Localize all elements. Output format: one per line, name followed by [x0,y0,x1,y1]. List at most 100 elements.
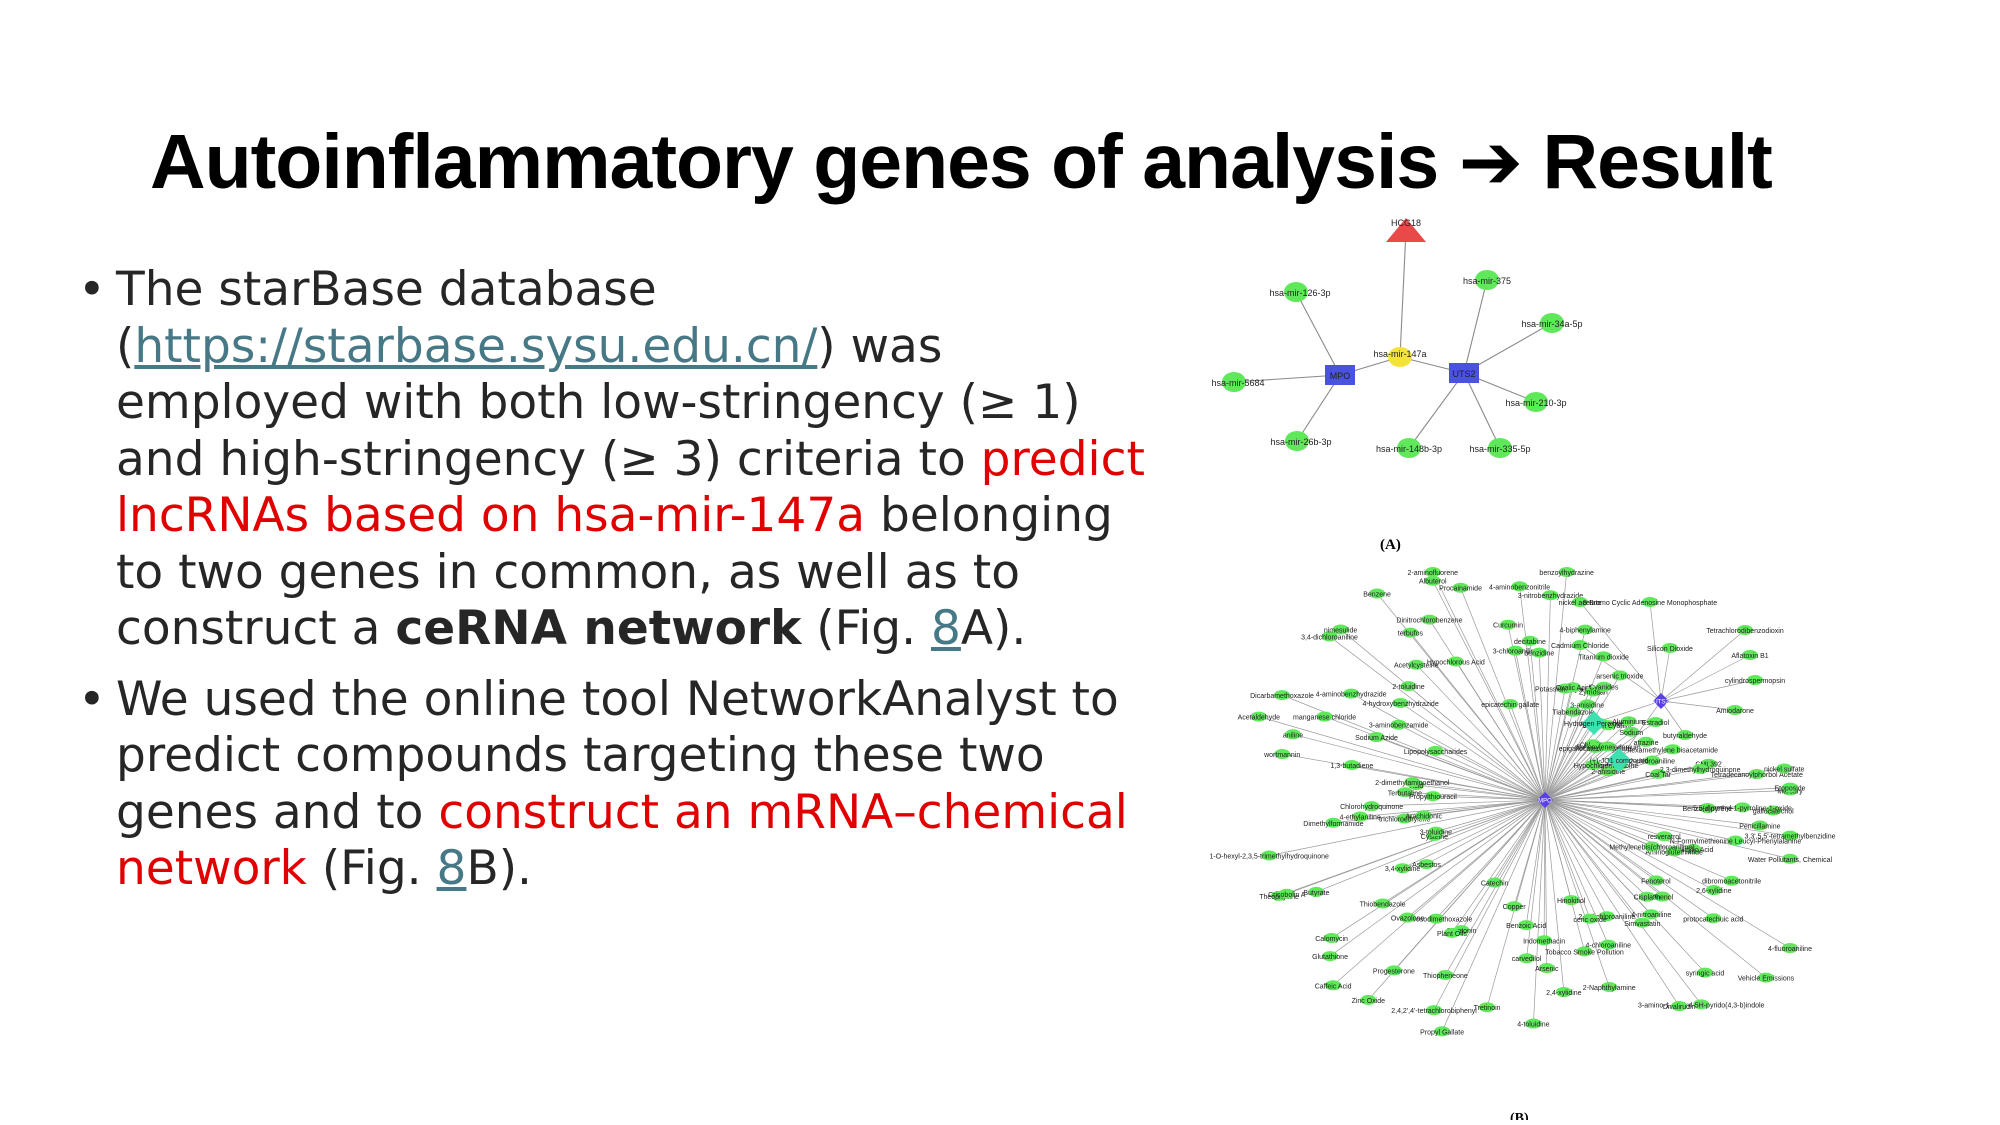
compound-node: Fenoterol [1641,875,1671,886]
edge [1544,571,1568,801]
circle-node [1388,347,1412,367]
compound-label: 3-toluidine [1420,830,1452,837]
text: belonging to two genes in common, as wel… [116,488,1113,656]
edge [1258,716,1546,801]
compound-label: 4-nitrosodimethoxazole [1400,917,1472,924]
edge [1376,736,1546,801]
compound-label: Acid [1410,783,1424,790]
compound-label: Vehicle Emissions [1738,976,1795,983]
node-label: hsa-mir-5684 [1211,378,1264,388]
circle-node [1284,282,1308,302]
circle-node [1579,699,1596,710]
compound-node: Cisplatin [1634,891,1661,902]
edge [1269,799,1546,856]
compound-label: Hypochlorous Acid [1427,659,1485,666]
edge [1660,629,1746,702]
circle-node [1443,927,1460,938]
circle-node [1392,697,1409,708]
circle-node [1595,681,1612,692]
fig-link[interactable]: 8 [931,601,961,656]
compound-node: Copper [1503,901,1527,912]
compound-node: 4-chloroaniline [1586,939,1631,950]
circle-node [1600,766,1617,777]
edge [1544,799,1665,837]
compound-node: Water Pollutants, Chemical [1748,853,1833,864]
compound-node: arsenic trioxide [1596,670,1643,681]
edge [1544,799,1643,923]
compound-label: Acetylcysteine [1394,663,1439,670]
compound-label: Tetradecanoylphorbol Acetate [1711,772,1803,779]
hub-shape [1653,693,1669,709]
compound-label: Methylenebis(chloroaniline) [1609,845,1694,852]
edge [1399,229,1407,358]
edge [1460,587,1546,801]
circle-node [1558,567,1575,577]
compound-node: Sodium [1619,726,1643,737]
edge [1544,723,1602,801]
edge [1316,799,1546,893]
edge [1543,799,1546,941]
circle-node [1418,859,1435,870]
circle-node [1352,811,1369,822]
cerna-network-figure: HCG18 hsa-mir-147a MPO UTS2 hsa-mir-126-3p hs… [1211,218,1583,553]
edge [1544,768,1701,801]
compound-label: syringic acid [1686,971,1725,978]
edge [1426,799,1546,865]
circle-node [1647,717,1664,728]
compound-label: 3-nitrobenzhydrazide [1518,593,1583,600]
compound-label: Fenoterol [1641,878,1671,885]
compound-label: Hypochlorite [1574,763,1613,770]
fig-link[interactable]: 8 [436,841,467,896]
compound-label: Dinitrochlorobenzene [1396,618,1462,625]
starbase-link[interactable]: https://starbase.sysu.edu.cn/ [134,318,818,374]
edge [1660,700,1736,711]
edge [1423,799,1546,816]
edge [1618,700,1662,761]
compound-node: 3-chloroaniline [1493,645,1538,656]
edge [1340,629,1546,801]
edge [1432,795,1546,801]
text: A). [960,601,1027,656]
edge [1435,750,1546,801]
compound-label: ceric oxide [1573,917,1607,924]
compound-label: 2,6-xylidine [1696,888,1732,895]
circle-node [1427,826,1444,837]
edge [1544,799,1791,949]
edge [1544,799,1585,952]
edge [1441,799,1546,1032]
edge [1529,640,1546,801]
compound-label: Copper [1503,904,1527,911]
circle-node [1611,670,1628,681]
compound-node: Hypochlorous Acid [1427,656,1485,667]
edge [1435,799,1546,919]
compound-label: Divalirudin [1663,1004,1696,1011]
node-label: MPO [1330,371,1351,381]
compound-label: Tetrachlorodibenzodioxin [1706,628,1784,635]
circle-node [1765,805,1782,816]
compound-label: Salicylic Acid [1673,847,1714,854]
compound-node: 3,3',5,5'-tetramethylbenzidine [1744,830,1836,841]
compound-node: hexamethylene bisacetamide [1627,744,1718,755]
compound-node: Oxalic Acid [1556,682,1590,693]
compound-label: Coal Tar [1645,772,1672,779]
compound-node: 4-aminobenzonitrile [1489,581,1550,592]
compound-label: Dicarbamethoxazole [1250,693,1314,700]
circle-node [1540,313,1564,333]
circle-node [1654,891,1671,902]
uts2-neighbor-node: Amiodarone [1716,705,1754,715]
compound-node: Estradiol [1642,717,1670,728]
edge [1434,799,1546,837]
circle-node [1343,760,1360,771]
compound-node: Caffeic Acid [1315,980,1352,991]
node-label: UTS2 [1452,369,1475,379]
circle-node [1261,850,1278,861]
edge [1525,799,1546,926]
circle-node [1751,820,1768,831]
compound-label: gallocatechol [1753,809,1794,816]
highlight-red: predict lncRNAs based on hsa-mir-147a [116,431,1145,544]
node-uts2: UTS2 [1449,363,1479,383]
diamond-label: Hydrogen Peroxide [1564,721,1624,728]
node-label: hsa-mir-147a [1373,349,1426,359]
edge [1544,747,1596,801]
circle-node [1697,967,1714,978]
